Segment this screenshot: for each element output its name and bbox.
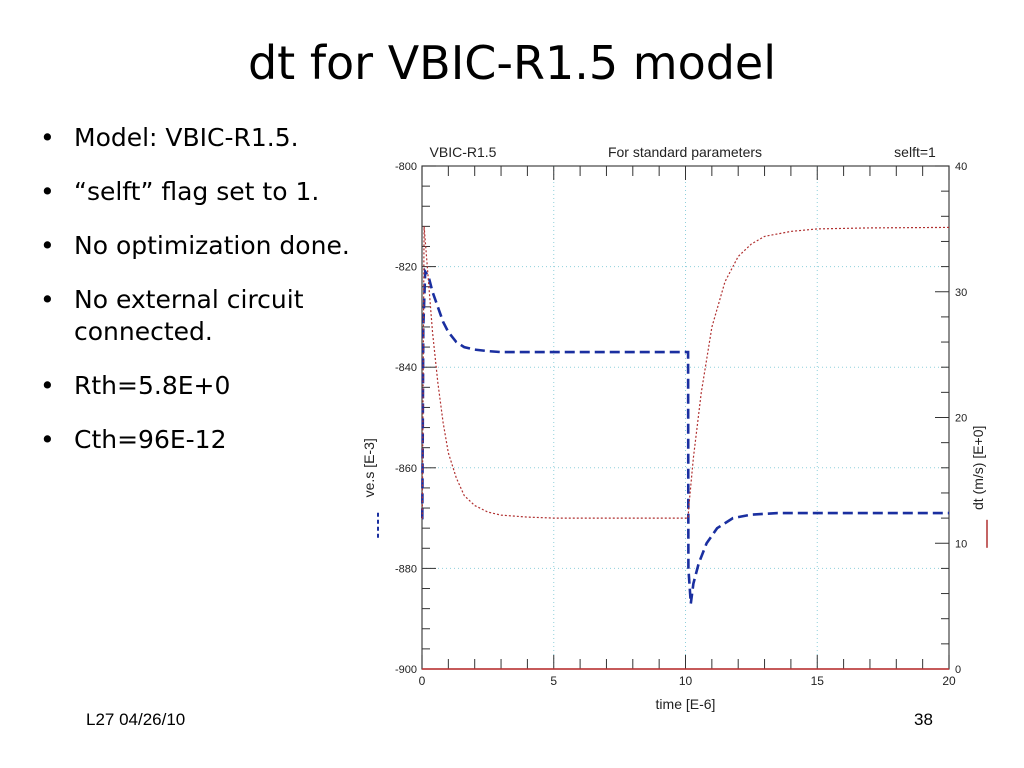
y-left-tick-label: -880 — [395, 563, 417, 575]
y-left-tick-label: -820 — [395, 262, 417, 274]
bullet-dot: • — [40, 177, 55, 206]
bullet-item: • Rth=5.8E+0 — [40, 370, 350, 402]
bullet-item: • Model: VBIC-R1.5. — [40, 122, 350, 154]
bullet-text: “selft” flag set to 1. — [74, 177, 320, 206]
y-right-tick-label: 10 — [955, 538, 967, 550]
bullet-dot: • — [40, 371, 55, 400]
footer-date: L27 04/26/10 — [86, 710, 186, 729]
y-left-tick-label: -840 — [395, 362, 417, 374]
y-right-axis-label: dt (m/s) [E+0] — [970, 426, 986, 510]
series-line — [421, 226, 950, 519]
bullet-dot: • — [40, 123, 55, 152]
y-left-tick-label: -900 — [395, 664, 417, 676]
bullet-text: Cth=96E-12 — [74, 425, 227, 454]
series-line — [421, 267, 949, 604]
chart-header-label: VBIC-R1.5 — [430, 144, 497, 160]
y-right-tick-label: 20 — [955, 413, 967, 425]
bullet-list: • Model: VBIC-R1.5. • “selft” flag set to … — [40, 122, 350, 478]
bullet-text: No optimization done. — [74, 231, 350, 260]
y-left-tick-label: -860 — [395, 463, 417, 475]
dt-chart: VBIC-R1.5 For standard parameters selft=1 0… — [361, 144, 988, 712]
x-tick-label: 0 — [419, 674, 426, 688]
slide-number: 38 — [914, 710, 933, 729]
slide-title: dt for VBIC-R1.5 model — [247, 36, 776, 90]
bullet-text: Model: VBIC-R1.5. — [74, 123, 299, 152]
y-right-tick-label: 40 — [955, 161, 967, 173]
x-tick-label: 5 — [550, 674, 557, 688]
bullet-item: • No external circuit connected. — [40, 284, 350, 348]
x-axis-label: time [E-6] — [656, 696, 716, 712]
x-tick-label: 10 — [679, 674, 693, 688]
bullet-text: Rth=5.8E+0 — [74, 371, 231, 400]
y-left-tick-label: -800 — [395, 161, 417, 173]
y-left-axis-label: ve.s [E-3] — [361, 438, 377, 497]
bullet-item: • Cth=96E-12 — [40, 424, 350, 456]
x-tick-label: 20 — [942, 674, 956, 688]
bullet-dot: • — [40, 231, 55, 260]
x-tick-label: 15 — [811, 674, 825, 688]
bullet-text: No external circuit connected. — [74, 285, 304, 346]
bullet-item: • “selft” flag set to 1. — [40, 176, 350, 208]
bullet-dot: • — [40, 285, 55, 314]
y-right-tick-label: 30 — [955, 287, 967, 299]
chart-header-label: For standard parameters — [608, 144, 762, 160]
y-right-tick-label: 0 — [955, 664, 961, 676]
bullet-dot: • — [40, 425, 55, 454]
bullet-item: • No optimization done. — [40, 230, 350, 262]
chart-header-label: selft=1 — [894, 144, 936, 160]
plot-area — [421, 165, 950, 670]
